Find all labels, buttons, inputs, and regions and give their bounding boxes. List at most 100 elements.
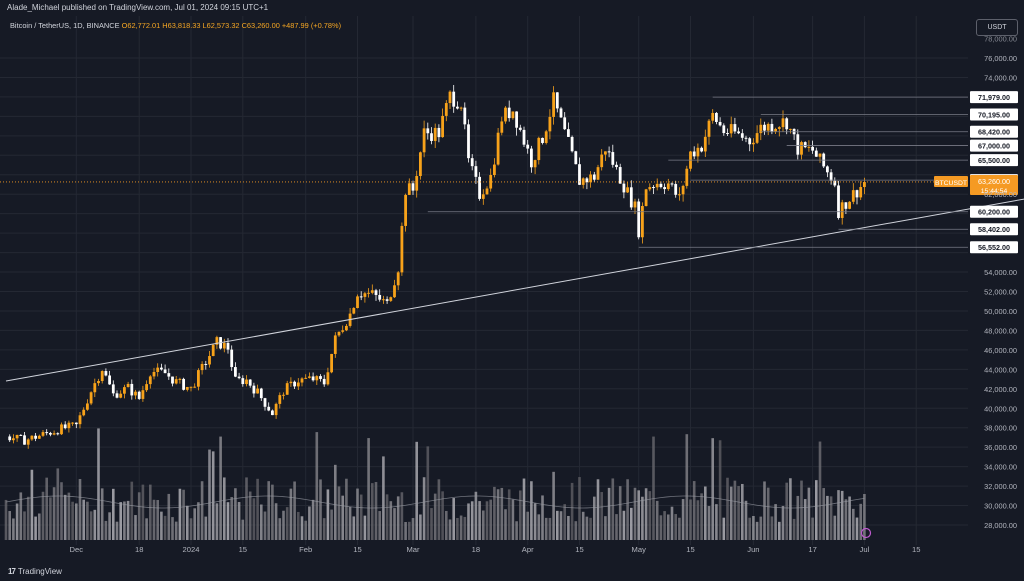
- volume-bar: [715, 504, 718, 540]
- volume-bar: [844, 499, 848, 540]
- volume-bar: [389, 501, 393, 540]
- volume-bar: [89, 511, 93, 540]
- candle-body: [696, 147, 700, 157]
- y-tick-label: 40,000.00: [984, 404, 1017, 413]
- volume-bar: [104, 520, 108, 540]
- volume-bar: [119, 502, 122, 540]
- candles: [8, 84, 866, 449]
- candle-body: [12, 438, 15, 441]
- x-tick-label: Dec: [70, 545, 84, 554]
- volume-bar: [304, 520, 307, 540]
- candle-body: [840, 202, 844, 218]
- volume-bar: [245, 477, 248, 540]
- candle-body: [189, 386, 193, 388]
- y-tick-label: 50,000.00: [984, 307, 1017, 316]
- candle-body: [733, 124, 737, 132]
- volume-bar: [371, 483, 374, 540]
- candle-body: [737, 131, 740, 134]
- volume-bar: [785, 482, 788, 540]
- candle-body: [504, 107, 507, 122]
- volume-bar: [426, 446, 430, 540]
- candle-body: [837, 185, 840, 218]
- replay-icon[interactable]: [860, 527, 872, 539]
- volume-bar: [404, 521, 407, 540]
- y-tick-label: 74,000.00: [984, 73, 1017, 82]
- candle-body: [71, 422, 74, 424]
- price-level-tag: [970, 205, 1018, 218]
- candle-body: [259, 388, 263, 399]
- volume-bar: [641, 496, 644, 540]
- volume-bar: [15, 503, 19, 540]
- volume-bar: [792, 518, 796, 540]
- candle-body: [126, 383, 130, 388]
- candle-body: [23, 435, 26, 445]
- volume-bar: [511, 499, 515, 540]
- candle-body: [493, 164, 496, 175]
- candle-body: [333, 335, 337, 354]
- candle-body: [604, 151, 607, 155]
- candle-body: [322, 378, 326, 385]
- y-tick-label: 54,000.00: [984, 268, 1017, 277]
- x-tick-label: Mar: [406, 545, 420, 554]
- candle-body: [803, 142, 807, 148]
- volume-bar: [178, 488, 182, 540]
- volume-bar: [49, 497, 52, 540]
- candle-body: [729, 124, 733, 134]
- candle-body: [652, 187, 655, 189]
- volume-bar: [489, 499, 492, 540]
- candle-body: [666, 183, 670, 190]
- volume-bar: [678, 517, 681, 540]
- x-tick-label: May: [632, 545, 647, 554]
- candle-body: [300, 378, 304, 383]
- candle-body: [522, 129, 526, 145]
- price-level-tag: [970, 125, 1018, 138]
- candle-body: [663, 187, 666, 190]
- candle-body: [285, 383, 289, 395]
- volume-bar: [826, 495, 829, 540]
- volume-bar: [200, 481, 204, 540]
- candle-body: [692, 151, 696, 157]
- candle-body: [481, 194, 485, 199]
- candle-body: [119, 393, 123, 398]
- volume-bar: [93, 509, 97, 540]
- volume-bar: [267, 481, 270, 540]
- volume-bar: [759, 516, 763, 540]
- candle-body: [174, 379, 178, 384]
- candle-body: [404, 194, 407, 226]
- volume-bar: [149, 484, 152, 540]
- volume-bar: [533, 503, 537, 540]
- volume-bar: [8, 511, 11, 540]
- candle-body: [437, 127, 441, 138]
- volume-bar: [778, 521, 781, 540]
- candle-body: [744, 137, 748, 139]
- price-level-label: 68,420.00: [978, 128, 1010, 137]
- candle-body: [345, 325, 348, 331]
- candle-body: [419, 152, 422, 177]
- volume-bar: [411, 518, 415, 540]
- volume-bar: [437, 479, 441, 540]
- x-tick-label: 17: [808, 545, 816, 554]
- volume-bar: [667, 514, 670, 540]
- tradingview-logo[interactable]: 17 TradingView: [8, 567, 62, 576]
- volume-bar: [570, 482, 574, 540]
- candle-body: [37, 435, 41, 439]
- volume-bar: [219, 436, 222, 540]
- currency-button[interactable]: USDT: [976, 19, 1018, 36]
- volume-bar: [71, 501, 74, 540]
- candle-body: [415, 176, 419, 191]
- y-tick-label: 36,000.00: [984, 443, 1017, 452]
- y-axis: 28,000.00 30,000.00 32,000.00 34,000.00 36,0…: [984, 35, 1017, 530]
- volume-bar: [848, 496, 851, 540]
- candle-body: [763, 124, 766, 131]
- volume-bar: [63, 494, 67, 540]
- volume-bar: [445, 510, 448, 540]
- candle-body: [374, 290, 378, 295]
- volume-bar: [319, 479, 322, 540]
- volume-bar: [174, 521, 178, 540]
- volume-bar: [223, 477, 226, 540]
- candle-body: [296, 382, 300, 387]
- volume-bars: [4, 428, 866, 540]
- y-tick-label: 44,000.00: [984, 365, 1017, 374]
- volume-bar: [130, 481, 134, 540]
